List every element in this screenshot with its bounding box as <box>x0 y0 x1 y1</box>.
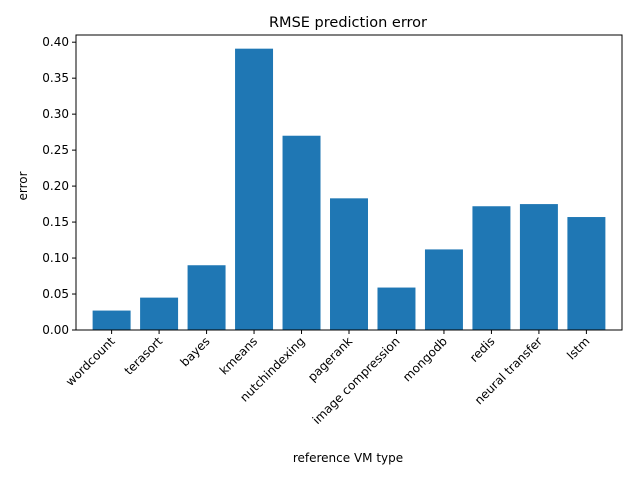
y-tick-label: 0.40 <box>42 35 69 49</box>
x-tick-label: image compression <box>310 334 403 427</box>
x-tick-label: mongodb <box>400 334 450 384</box>
bar-mongodb <box>424 249 463 330</box>
x-tick-label: lstm <box>564 334 592 362</box>
y-tick-label: 0.00 <box>42 323 69 337</box>
bar-kmeans <box>235 48 274 331</box>
y-tick-label: 0.15 <box>42 215 69 229</box>
x-tick-label: wordcount <box>63 334 118 389</box>
y-tick-label: 0.35 <box>42 71 69 85</box>
y-axis: 0.00 0.05 0.10 0.15 0.20 0.25 0.30 0.35 0.40 <box>42 35 76 337</box>
y-axis-label: error <box>16 171 30 200</box>
y-tick-label: 0.25 <box>42 143 69 157</box>
bar-terasort <box>140 297 179 330</box>
bar-bayes <box>187 265 226 330</box>
chart-title: RMSE prediction error <box>269 15 427 31</box>
x-tick-label: bayes <box>178 334 213 369</box>
y-tick-label: 0.30 <box>42 107 69 121</box>
x-tick-label: kmeans <box>217 334 260 377</box>
x-tick-label: pagerank <box>305 334 355 384</box>
x-tick-label: redis <box>467 334 498 365</box>
y-tick-label: 0.20 <box>42 179 69 193</box>
y-tick-label: 0.05 <box>42 287 69 301</box>
x-axis-label: reference VM type <box>293 451 403 465</box>
bar-wordcount <box>92 310 131 330</box>
plot-frame <box>75 34 623 331</box>
y-tick-label: 0.10 <box>42 251 69 265</box>
bar-pagerank <box>330 198 368 330</box>
bars-group <box>92 48 606 331</box>
x-tick-label: terasort <box>122 334 166 378</box>
bar-neural-transfer <box>519 204 558 330</box>
bar-redis <box>472 206 511 330</box>
bar-image-compression <box>377 287 416 330</box>
bar-lstm <box>567 217 606 330</box>
bar-nutchindexing <box>282 135 321 330</box>
x-axis: wordcount terasort bayes kmeansnutchindexin… <box>63 330 593 427</box>
